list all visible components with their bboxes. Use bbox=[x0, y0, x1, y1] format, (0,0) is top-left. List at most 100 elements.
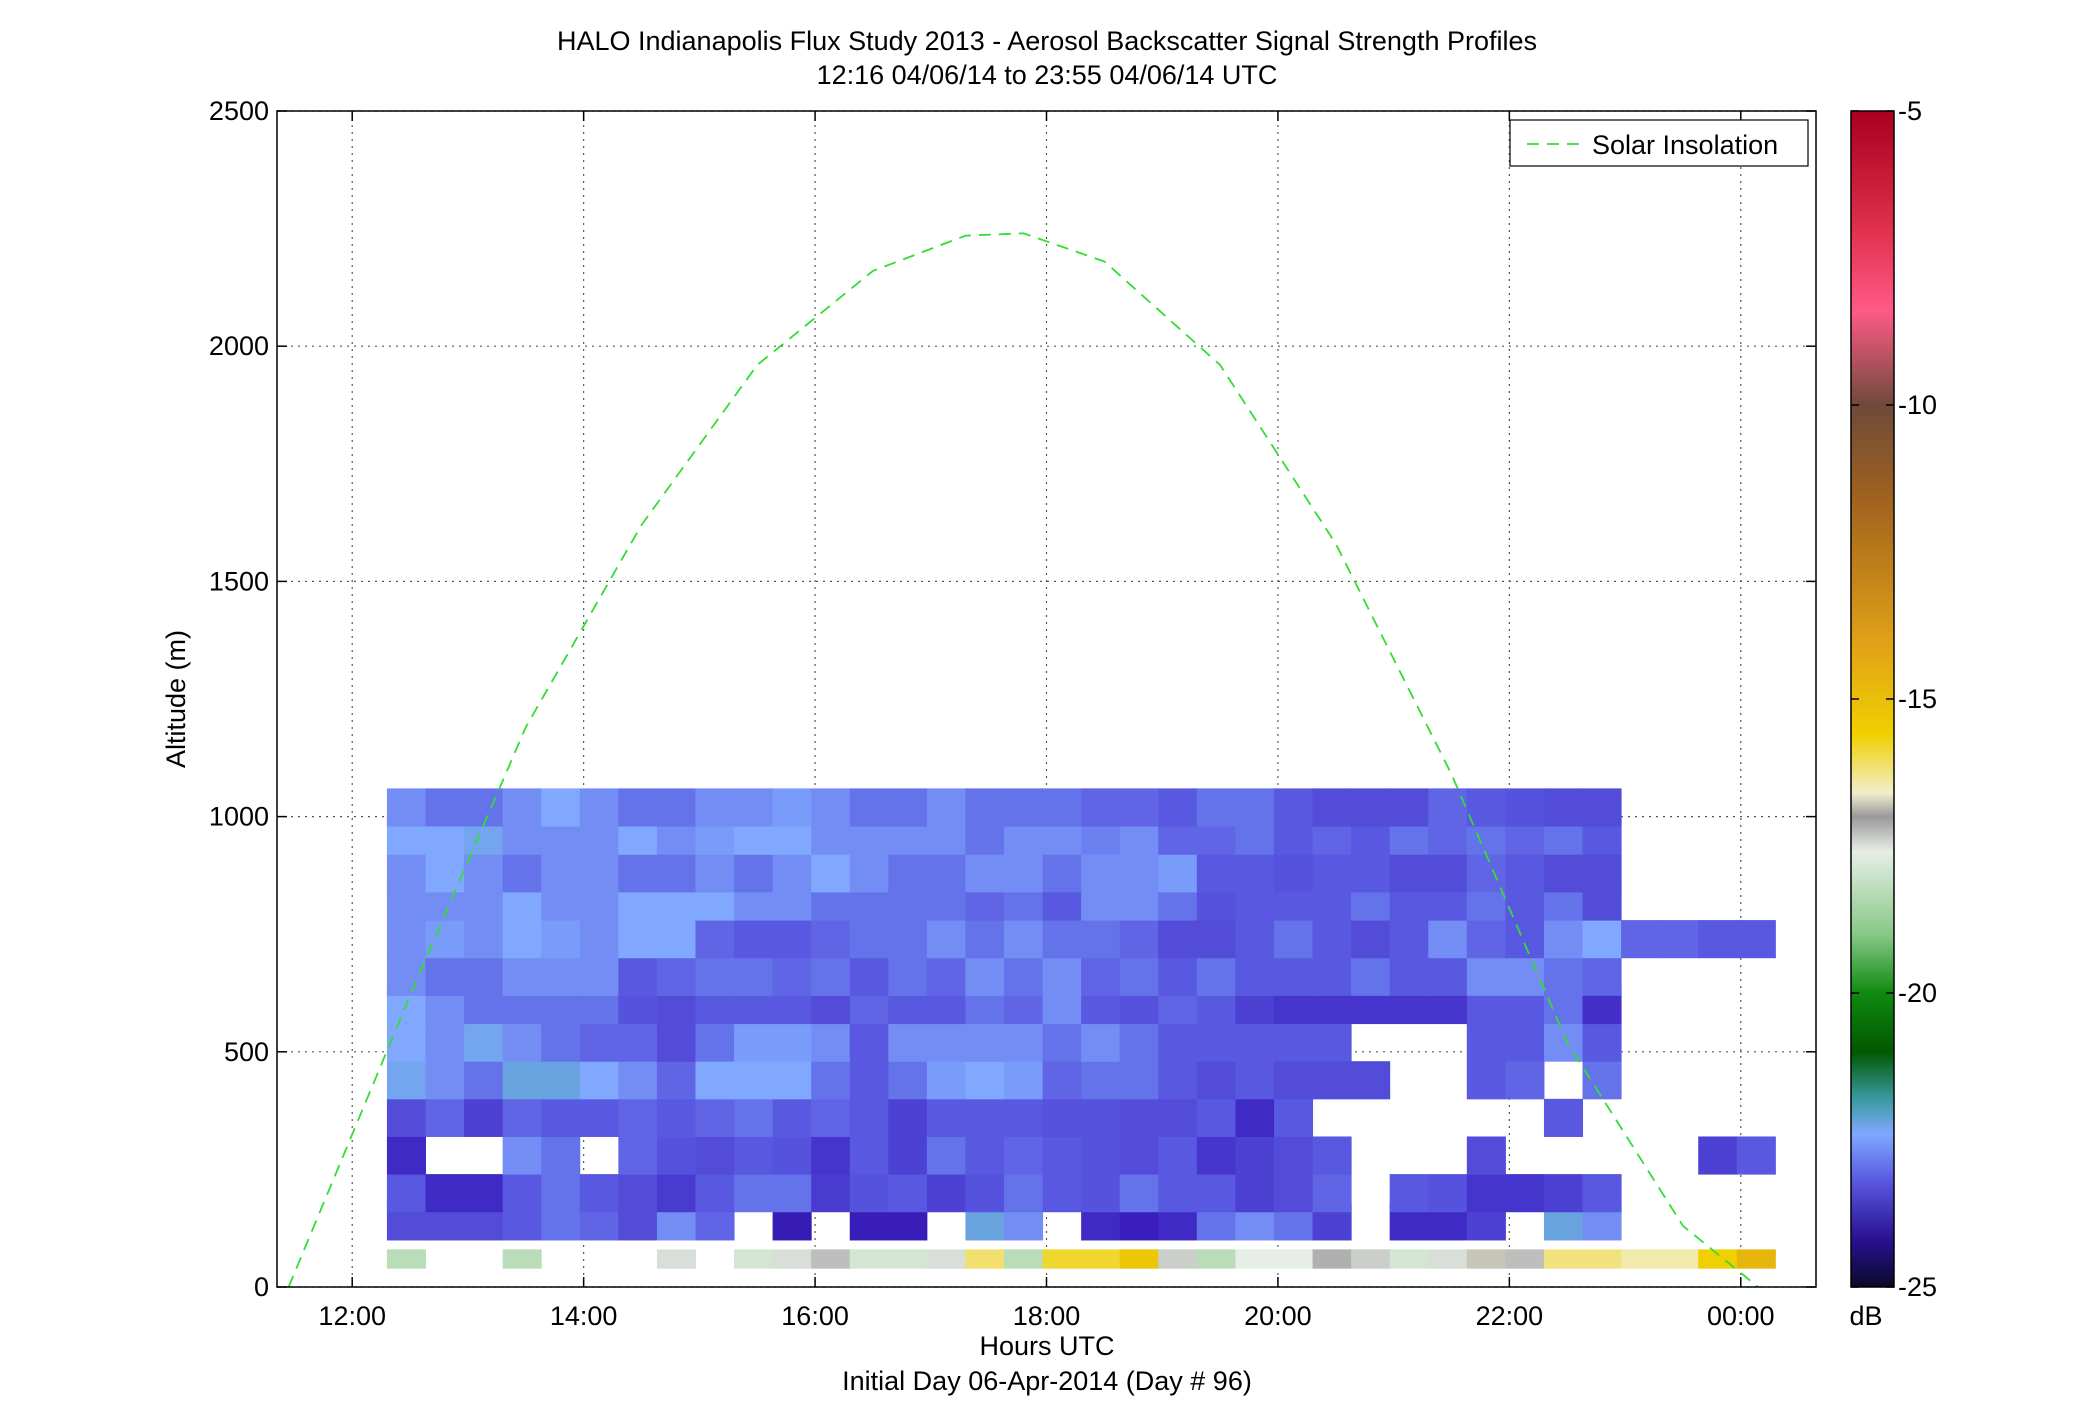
heatmap-cell bbox=[965, 1136, 1005, 1175]
heatmap-cell bbox=[1659, 1249, 1699, 1269]
heatmap-cell bbox=[464, 1174, 504, 1213]
heatmap-cell bbox=[1736, 1136, 1776, 1175]
heatmap-cell bbox=[579, 1061, 619, 1100]
heatmap-cell bbox=[888, 788, 928, 827]
heatmap-cell bbox=[926, 920, 966, 959]
heatmap-cell bbox=[965, 957, 1005, 996]
heatmap-cell bbox=[772, 1174, 812, 1213]
heatmap-cell bbox=[888, 957, 928, 996]
heatmap-cell bbox=[618, 1098, 658, 1137]
x-tick-label: 20:00 bbox=[1244, 1301, 1312, 1331]
heatmap-cell bbox=[1273, 920, 1314, 959]
heatmap-cell bbox=[1196, 1249, 1236, 1269]
heatmap-cell bbox=[1543, 1174, 1584, 1213]
heatmap-cell bbox=[1582, 1249, 1622, 1269]
y-tick-label: 500 bbox=[224, 1037, 269, 1067]
heatmap-cell bbox=[618, 854, 658, 893]
heatmap-cell bbox=[1505, 1023, 1545, 1062]
heatmap-cell bbox=[502, 788, 542, 827]
heatmap-cell bbox=[656, 854, 696, 893]
heatmap-cell bbox=[734, 1249, 774, 1269]
heatmap-cell bbox=[734, 1023, 774, 1062]
heatmap-cell bbox=[1196, 1174, 1236, 1213]
heatmap-cell bbox=[1351, 1249, 1391, 1269]
heatmap-cell bbox=[1004, 1061, 1044, 1100]
heatmap-cell bbox=[1466, 920, 1506, 959]
heatmap-cell bbox=[1466, 1174, 1506, 1213]
heatmap-cell bbox=[849, 1023, 889, 1062]
heatmap-cell bbox=[1505, 854, 1545, 893]
heatmap-cell bbox=[1543, 1098, 1584, 1137]
heatmap-cell bbox=[1466, 1023, 1506, 1062]
heatmap-cell bbox=[734, 920, 774, 959]
heatmap-cell bbox=[1119, 957, 1159, 996]
heatmap-cell bbox=[1505, 1061, 1545, 1100]
heatmap-cell bbox=[386, 957, 426, 996]
heatmap-cell bbox=[1273, 957, 1314, 996]
heatmap-cell bbox=[1505, 957, 1545, 996]
heatmap-cell bbox=[1004, 1023, 1044, 1062]
heatmap-cell bbox=[772, 1249, 812, 1269]
heatmap-cell bbox=[1351, 920, 1391, 959]
heatmap-cell bbox=[425, 788, 465, 827]
heatmap-cell bbox=[849, 1061, 889, 1100]
heatmap-cell bbox=[1351, 957, 1391, 996]
heatmap-cell bbox=[734, 1136, 774, 1175]
heatmap-cell bbox=[1505, 1249, 1545, 1269]
heatmap-cell bbox=[1505, 920, 1545, 959]
heatmap-cell bbox=[926, 1136, 966, 1175]
heatmap-cell bbox=[1119, 1174, 1159, 1213]
heatmap-cell bbox=[502, 1098, 542, 1137]
heatmap-cell bbox=[1351, 1061, 1391, 1100]
heatmap-cell bbox=[656, 1061, 696, 1100]
x-axis-label: Hours UTC bbox=[979, 1331, 1114, 1361]
y-axis-label: Altitude (m) bbox=[161, 630, 191, 768]
heatmap-cell bbox=[618, 920, 658, 959]
heatmap-cell bbox=[1042, 854, 1082, 893]
heatmap-cell bbox=[1466, 854, 1506, 893]
x-tick-label: 12:00 bbox=[318, 1301, 386, 1331]
heatmap-cell bbox=[849, 920, 889, 959]
heatmap-cell bbox=[1543, 854, 1584, 893]
heatmap-cell bbox=[811, 1174, 851, 1213]
heatmap-cell bbox=[734, 854, 774, 893]
heatmap-cell bbox=[926, 957, 966, 996]
colorbar-tick-label: -20 bbox=[1898, 978, 1937, 1008]
heatmap-cell bbox=[772, 1136, 812, 1175]
heatmap-cell bbox=[772, 788, 812, 827]
heatmap-cell bbox=[1466, 788, 1506, 827]
heatmap-cell bbox=[695, 1098, 735, 1137]
heatmap-cell bbox=[1698, 1249, 1738, 1269]
heatmap-cell bbox=[464, 920, 504, 959]
heatmap-cell bbox=[926, 1174, 966, 1213]
y-tick-label: 1000 bbox=[209, 802, 269, 832]
heatmap-cell bbox=[1543, 957, 1584, 996]
colorbar-tick-label: -25 bbox=[1898, 1272, 1937, 1302]
heatmap-cell bbox=[888, 920, 928, 959]
heatmap-cell bbox=[1273, 1023, 1314, 1062]
heatmap-cell bbox=[1235, 788, 1275, 827]
heatmap-cell bbox=[965, 1174, 1005, 1213]
x-tick-label: 14:00 bbox=[550, 1301, 618, 1331]
heatmap-cell bbox=[1543, 1249, 1584, 1269]
heatmap-cell bbox=[772, 854, 812, 893]
heatmap-cell bbox=[1004, 1136, 1044, 1175]
heatmap-cell bbox=[464, 788, 504, 827]
heatmap-cell bbox=[386, 920, 426, 959]
heatmap-cell bbox=[965, 788, 1005, 827]
heatmap-cell bbox=[811, 920, 851, 959]
heatmap-cell bbox=[1158, 1136, 1198, 1175]
heatmap-cell bbox=[1004, 1174, 1044, 1213]
heatmap-cell bbox=[541, 1061, 581, 1100]
heatmap-cell bbox=[1042, 1098, 1082, 1137]
heatmap-cell bbox=[1428, 957, 1468, 996]
heatmap-cell bbox=[1312, 1174, 1352, 1213]
heatmap-cell bbox=[1119, 1136, 1159, 1175]
heatmap-cell bbox=[1428, 1174, 1468, 1213]
heatmap-cell bbox=[1119, 1061, 1159, 1100]
heatmap-cell bbox=[425, 1098, 465, 1137]
heatmap-cell bbox=[1196, 854, 1236, 893]
heatmap-cell bbox=[541, 854, 581, 893]
heatmap-cell bbox=[502, 854, 542, 893]
